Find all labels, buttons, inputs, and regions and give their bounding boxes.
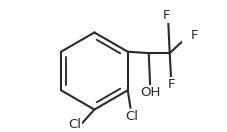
- Text: F: F: [167, 78, 174, 91]
- Text: Cl: Cl: [125, 110, 138, 123]
- Text: F: F: [190, 29, 197, 42]
- Text: Cl: Cl: [68, 118, 81, 131]
- Text: OH: OH: [139, 86, 160, 100]
- Text: F: F: [163, 9, 170, 22]
